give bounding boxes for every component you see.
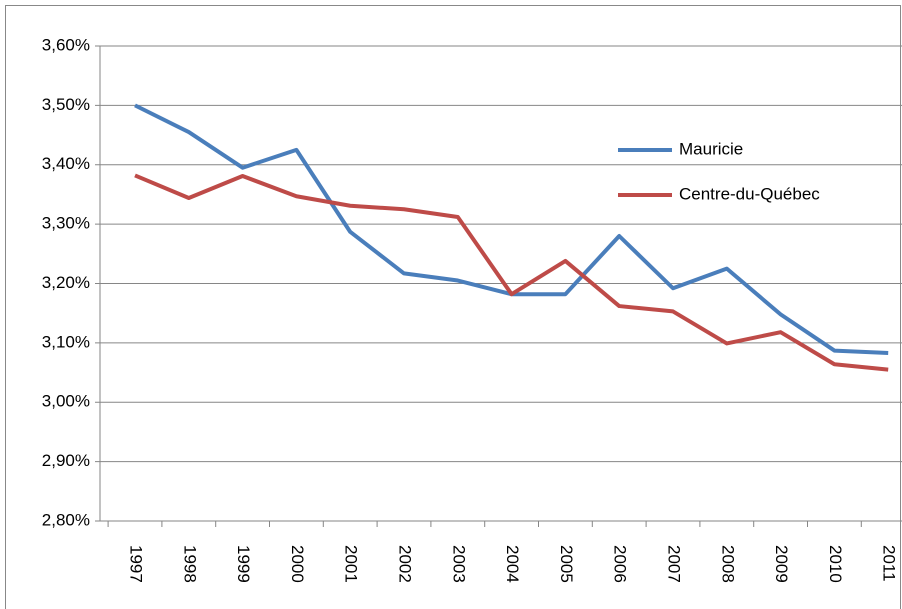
x-tick-label: 2008 (718, 545, 737, 583)
y-tick-label: 3,50% (42, 95, 90, 114)
x-tick-label: 2002 (396, 545, 415, 583)
x-tick-label: 2005 (557, 545, 576, 583)
x-tick-label: 2011 (880, 545, 899, 582)
y-tick-label: 3,00% (42, 392, 90, 411)
legend-label: Centre-du-Québec (679, 184, 820, 203)
y-tick-label: 2,80% (42, 510, 90, 529)
x-tick-label: 2009 (772, 545, 791, 583)
chart-frame (5, 5, 901, 609)
x-tick-label: 2003 (449, 545, 468, 583)
series-line (134, 103, 889, 355)
y-tick-label: 2,90% (42, 451, 90, 470)
y-tick-label: 3,20% (42, 273, 90, 292)
x-tick-label: 2006 (611, 545, 630, 583)
x-tick-label: 2001 (342, 545, 361, 583)
y-tick-label: 3,10% (42, 332, 90, 351)
y-tick-label: 3,60% (42, 35, 90, 54)
x-tick-label: 2000 (288, 545, 307, 583)
legend-label: Mauricie (679, 139, 743, 158)
x-tick-label: 2007 (665, 545, 684, 583)
y-tick-label: 3,40% (42, 154, 90, 173)
y-tick-label: 3,30% (42, 214, 90, 233)
series-line (134, 173, 889, 372)
x-tick-label: 2004 (503, 545, 522, 583)
x-tick-label: 2010 (826, 545, 845, 583)
x-tick-label: 1999 (234, 545, 253, 583)
x-tick-label: 1998 (180, 545, 199, 583)
x-tick-label: 1997 (127, 545, 146, 583)
